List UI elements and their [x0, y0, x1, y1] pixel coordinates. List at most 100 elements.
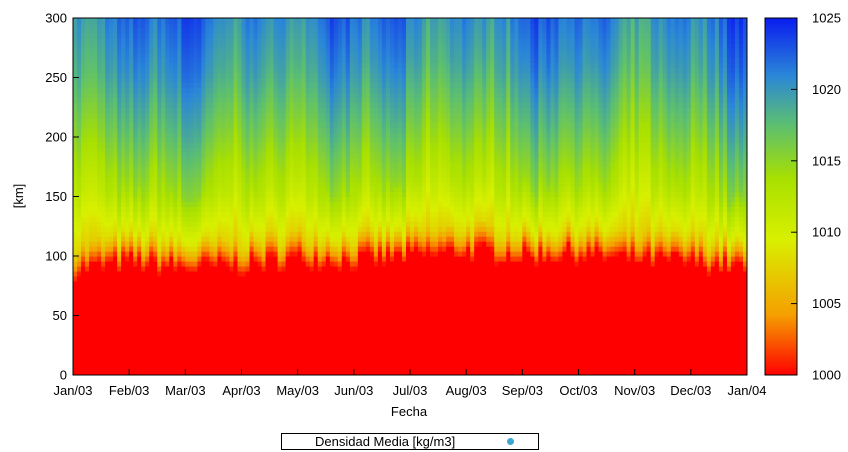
heatmap-cell	[197, 156, 202, 163]
heatmap-cell	[105, 226, 110, 232]
heatmap-cell	[317, 82, 323, 89]
heatmap-cell	[173, 166, 178, 173]
heatmap-cell	[345, 137, 351, 143]
heatmap-cell	[137, 117, 142, 123]
heatmap-cell	[97, 181, 102, 188]
heatmap-cell	[325, 196, 331, 203]
heatmap-cell	[73, 97, 78, 103]
heatmap-cell	[321, 92, 327, 98]
heatmap-cell	[89, 82, 94, 89]
heatmap-cell	[181, 355, 186, 361]
heatmap-cell	[269, 221, 275, 227]
heatmap-cell	[193, 122, 198, 128]
heatmap-cell	[265, 345, 271, 351]
heatmap-cell	[149, 127, 154, 133]
heatmap-cell	[217, 42, 223, 49]
heatmap-cell	[261, 196, 267, 203]
heatmap-cell	[221, 226, 227, 232]
heatmap-cell	[173, 280, 178, 287]
heatmap-cell	[301, 335, 307, 341]
heatmap-cell	[121, 350, 126, 356]
heatmap-cell	[121, 246, 126, 252]
heatmap-cell	[325, 151, 331, 158]
heatmap-cell	[165, 330, 170, 336]
heatmap-cell	[181, 260, 186, 267]
heatmap-cell	[157, 57, 162, 64]
heatmap-cell	[169, 176, 174, 183]
heatmap-cell	[101, 231, 106, 237]
heatmap-cell	[281, 365, 287, 371]
heatmap-cell	[149, 57, 154, 64]
heatmap-cell	[105, 141, 110, 148]
heatmap-cell	[261, 166, 267, 173]
heatmap-cell	[153, 82, 158, 89]
heatmap-cell	[289, 166, 295, 173]
heatmap-cell	[145, 365, 150, 371]
heatmap-cell	[161, 236, 166, 242]
heatmap-cell	[185, 260, 190, 267]
heatmap-cell	[309, 151, 315, 158]
heatmap-cell	[325, 285, 331, 292]
heatmap-cell	[145, 32, 150, 39]
heatmap-cell	[289, 127, 295, 133]
heatmap-cell	[173, 87, 178, 93]
heatmap-cell	[285, 176, 291, 183]
heatmap-cell	[337, 260, 343, 267]
heatmap-cell	[249, 305, 255, 312]
heatmap-cell	[157, 221, 162, 227]
heatmap-cell	[197, 226, 202, 232]
heatmap-cell	[325, 370, 331, 375]
heatmap-cell	[337, 285, 343, 292]
heatmap-cell	[109, 161, 114, 168]
heatmap-cell	[337, 246, 343, 252]
heatmap-cell	[213, 127, 219, 133]
heatmap-cell	[269, 265, 275, 272]
heatmap-cell	[253, 47, 259, 54]
heatmap-cell	[337, 181, 343, 188]
heatmap-cell	[257, 345, 263, 351]
heatmap-cell	[261, 325, 267, 331]
heatmap-cell	[297, 181, 303, 188]
heatmap-cell	[265, 171, 271, 178]
heatmap-cell	[349, 335, 355, 341]
heatmap-cell	[245, 191, 251, 198]
heatmap-cell	[181, 231, 186, 237]
heatmap-cell	[301, 18, 307, 24]
heatmap-cell	[241, 141, 247, 148]
heatmap-cell	[333, 275, 339, 282]
heatmap-cell	[313, 127, 319, 133]
heatmap-cell	[129, 315, 134, 322]
heatmap-cell	[113, 141, 118, 148]
heatmap-cell	[181, 171, 186, 178]
heatmap-cell	[133, 171, 138, 178]
heatmap-cell	[165, 365, 170, 371]
heatmap-cell	[109, 127, 114, 133]
heatmap-cell	[241, 211, 247, 217]
heatmap-cell	[325, 216, 331, 222]
heatmap-cell	[233, 290, 239, 297]
heatmap-cell	[189, 171, 194, 178]
heatmap-cell	[189, 117, 194, 123]
heatmap-cell	[137, 77, 142, 84]
heatmap-cell	[193, 37, 198, 44]
heatmap-cell	[281, 32, 287, 39]
heatmap-cell	[149, 201, 154, 208]
heatmap-cell	[341, 365, 347, 371]
heatmap-cell	[309, 246, 315, 252]
heatmap-cell	[313, 102, 319, 108]
heatmap-cell	[173, 335, 178, 341]
heatmap-cell	[229, 256, 235, 262]
heatmap-cell	[225, 117, 231, 123]
heatmap-cell	[257, 305, 263, 312]
heatmap-cell	[241, 176, 247, 183]
heatmap-cell	[249, 18, 255, 24]
heatmap-cell	[321, 122, 327, 128]
heatmap-cell	[129, 37, 134, 44]
heatmap-cell	[313, 32, 319, 39]
heatmap-cell	[161, 122, 166, 128]
heatmap-cell	[73, 365, 78, 371]
heatmap-cell	[145, 146, 150, 153]
heatmap-cell	[189, 360, 194, 366]
heatmap-cell	[177, 295, 182, 302]
heatmap-cell	[277, 117, 283, 123]
